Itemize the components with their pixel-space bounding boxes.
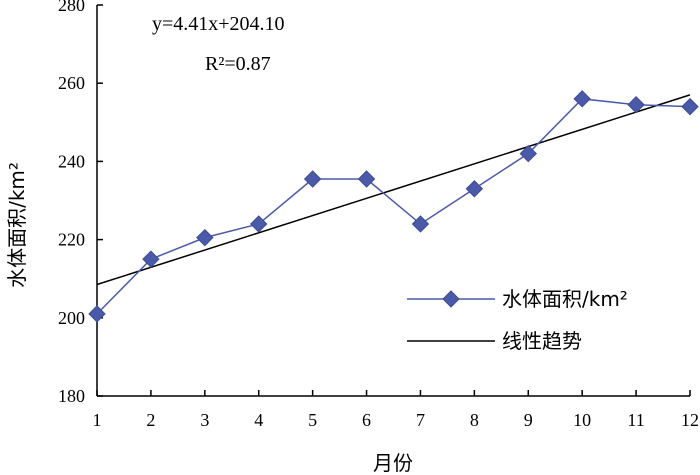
- trend-line: [96, 94, 691, 286]
- x-tick-label: 10: [573, 410, 591, 430]
- data-point: [196, 228, 214, 247]
- x-tick-label: 8: [470, 410, 479, 430]
- x-tick-label: 9: [524, 410, 533, 430]
- data-point: [465, 180, 484, 198]
- y-tick-label: 220: [58, 230, 85, 250]
- x-tick-label: 1: [93, 410, 102, 430]
- data-point: [250, 215, 268, 233]
- x-tick-label: 11: [627, 410, 644, 430]
- series-line: [96, 98, 691, 315]
- data-point: [681, 97, 699, 116]
- legend-trend-label: 线性趋势: [502, 329, 582, 353]
- data-point: [142, 250, 160, 268]
- data-point: [573, 90, 591, 108]
- y-axis-title: 水体面积/km²: [5, 162, 29, 288]
- data-point: [88, 305, 106, 323]
- equation-label: y=4.41x+204.10: [152, 13, 285, 35]
- x-axis-title: 月份: [373, 451, 413, 475]
- data-point: [627, 95, 645, 114]
- data-point: [303, 170, 322, 188]
- r2-label: R²=0.87: [205, 53, 271, 75]
- x-tick-label: 4: [254, 410, 263, 430]
- legend-series-marker: [442, 290, 460, 308]
- legend: 水体面积/km² 线性趋势: [407, 287, 628, 353]
- y-tick-label: 240: [58, 151, 85, 171]
- x-tick-label: 5: [308, 410, 317, 430]
- data-point: [357, 170, 376, 188]
- x-tick-label: 7: [416, 410, 425, 430]
- y-tick-label: 260: [58, 73, 85, 93]
- data-point: [519, 144, 537, 163]
- x-tick-label: 2: [146, 410, 155, 430]
- x-tick-label: 12: [681, 410, 699, 430]
- legend-series-label: 水体面积/km²: [502, 287, 628, 311]
- y-tick-label: 200: [58, 308, 85, 328]
- data-point: [411, 215, 430, 233]
- trend-line-layer: [96, 94, 691, 286]
- y-tick-label: 180: [58, 386, 85, 406]
- x-tick-label: 6: [362, 410, 371, 430]
- series-layer: [88, 90, 699, 323]
- x-tick-label: 3: [200, 410, 209, 430]
- y-tick-label: 280: [58, 0, 85, 15]
